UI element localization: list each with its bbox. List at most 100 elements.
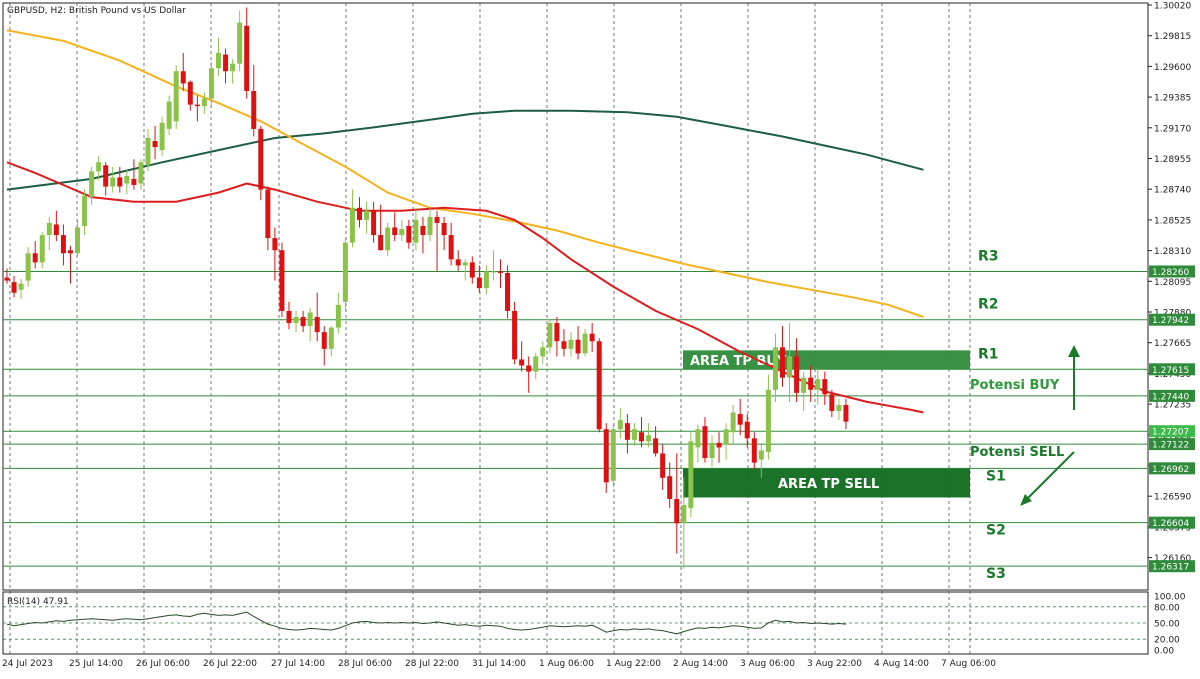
candle-body [392, 227, 398, 236]
rsi-tick-label: 20.00 [1154, 636, 1180, 646]
candle-body [4, 277, 10, 281]
candle-body [547, 323, 553, 348]
level-price-label: 1.27440 [1152, 392, 1189, 402]
candle-body [60, 235, 66, 254]
candle-body [11, 282, 17, 293]
sell-arrow-shaft [1025, 451, 1075, 501]
candle-body [378, 235, 384, 251]
candle-body [357, 207, 362, 220]
candle-body [617, 420, 623, 430]
candle-body [279, 250, 285, 311]
candle-body [631, 429, 637, 440]
tp-sell-zone [683, 468, 970, 498]
time-axis-label: 28 Jul 22:00 [405, 659, 459, 669]
price-tick-label: 1.29170 [1154, 124, 1191, 134]
time-axis-label: 24 Jul 2023 [2, 659, 53, 669]
candle-body [667, 476, 673, 499]
rsi-label: RSI(14) 47.91 [7, 597, 69, 607]
level-price-badge [1149, 389, 1195, 402]
candle-body [335, 304, 341, 328]
candle-body [201, 98, 207, 107]
candle-body [159, 122, 165, 151]
buy-arrow-head [1068, 345, 1080, 357]
candle-body [589, 333, 595, 342]
candle-body [293, 316, 299, 324]
buy-annotation: Potensi BUY [970, 378, 1060, 393]
candle-body [483, 271, 489, 289]
candle-body [216, 53, 221, 69]
candle-body [702, 426, 708, 459]
price-tick-label: 1.26160 [1154, 554, 1191, 564]
candle-body [681, 505, 687, 524]
time-axis-label: 1 Aug 22:00 [606, 659, 661, 669]
time-axis-label: 31 Jul 14:00 [472, 659, 526, 669]
rsi-tick-label: 50.00 [1154, 620, 1180, 630]
candle-body [371, 210, 377, 236]
candle-body [39, 235, 45, 263]
time-axis-label: 25 Jul 14:00 [69, 659, 123, 669]
level-price-label: 1.26317 [1152, 563, 1189, 573]
candle-body [194, 104, 200, 107]
candle-body [709, 442, 715, 459]
candle-body [434, 216, 440, 223]
candle-body [758, 450, 764, 460]
candle-body [462, 262, 468, 266]
candle-body [110, 177, 116, 187]
candle-body [230, 63, 236, 72]
candle-body [152, 141, 158, 148]
price-tick-label: 1.29385 [1154, 94, 1191, 104]
candle-body [723, 429, 729, 445]
level-price-label: 1.28260 [1152, 268, 1189, 278]
candle-body [716, 442, 722, 448]
candle-body [25, 253, 31, 281]
level-name-s1: S1 [986, 468, 1006, 484]
candle-body [406, 225, 412, 243]
candle-body [653, 438, 659, 454]
price-tick-label: 1.26590 [1154, 493, 1191, 503]
level-price-label: 1.27615 [1152, 366, 1189, 376]
candle-body [18, 283, 24, 290]
candle-body [342, 242, 348, 302]
candle-body [321, 332, 327, 349]
candle-body [512, 310, 518, 360]
candle-body [272, 238, 278, 251]
candle-body [124, 175, 130, 184]
time-axis-label: 3 Aug 06:00 [740, 659, 795, 669]
price-tick-label: 1.27665 [1154, 339, 1191, 349]
candle-body [448, 235, 454, 260]
rsi-line [6, 611, 846, 635]
candle-body [131, 178, 137, 186]
price-tick-label: 1.28095 [1154, 278, 1191, 288]
time-axis-label: 26 Jul 06:00 [136, 659, 190, 669]
current-price-badge [1149, 425, 1195, 438]
level-price-badge [1149, 516, 1195, 529]
candle-body [561, 341, 567, 349]
time-axis-label: 3 Aug 22:00 [807, 659, 862, 669]
candle-body [223, 54, 229, 72]
candle-body [829, 394, 835, 412]
candle-body [695, 429, 701, 448]
moving-average-line [6, 109, 924, 191]
candle-body [46, 222, 52, 236]
candle-body [265, 189, 271, 239]
rsi-tick-label: 0.00 [1154, 647, 1174, 657]
candle-body [554, 323, 560, 342]
candle-body [765, 389, 771, 452]
candle-body [237, 22, 243, 64]
time-axis-label: 7 Aug 06:00 [941, 659, 996, 669]
candle-body [117, 177, 123, 187]
candle-body [455, 259, 461, 266]
candle-body [427, 216, 433, 236]
price-tick-label: 1.27235 [1154, 401, 1191, 411]
candle-body [187, 81, 193, 105]
candle-body [660, 453, 666, 478]
time-axis-label: 4 Aug 14:00 [874, 659, 929, 669]
candle-body [469, 262, 475, 278]
candle-body [780, 347, 785, 378]
candle-body [244, 25, 250, 91]
level-price-label: 1.26604 [1152, 519, 1189, 529]
candle-body [490, 271, 496, 273]
candle-body [307, 312, 313, 327]
candle-body [32, 253, 38, 263]
